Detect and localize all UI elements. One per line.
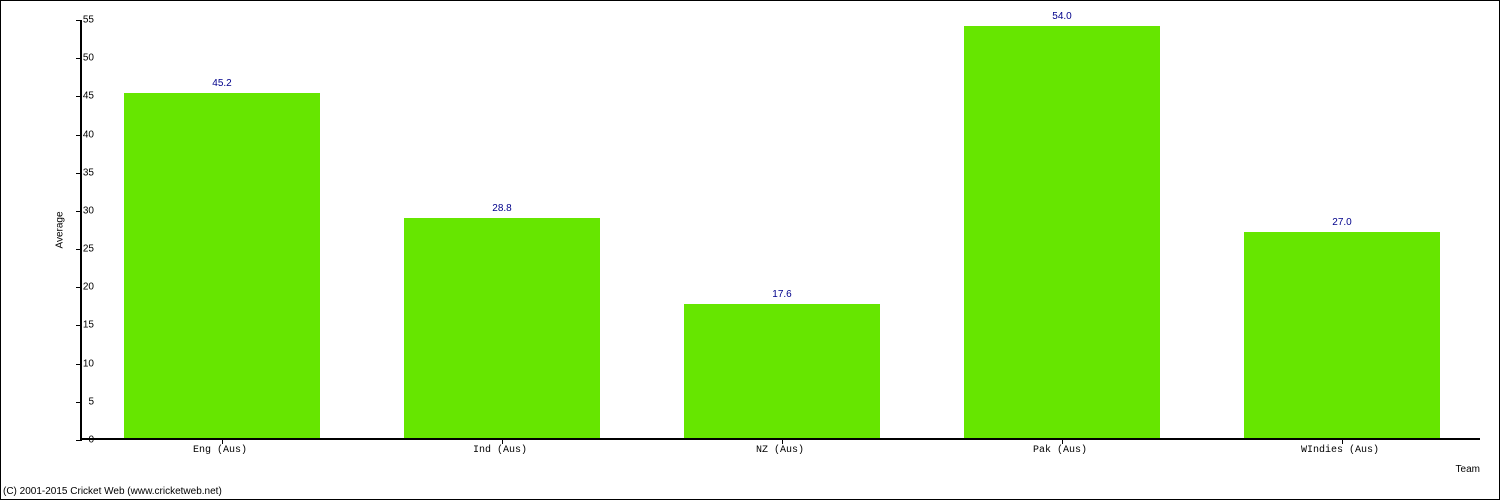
y-tick-label: 30 <box>54 205 94 216</box>
bar: 28.8 <box>404 218 600 438</box>
plot-area: 45.2 28.8 17.6 54.0 27.0 <box>80 20 1480 440</box>
x-tick <box>502 438 503 444</box>
y-tick-label: 0 <box>54 435 94 446</box>
x-tick <box>1062 438 1063 444</box>
x-tick-label: NZ (Aus) <box>756 445 804 456</box>
x-tick-label: Pak (Aus) <box>1033 445 1087 456</box>
y-tick-label: 20 <box>54 282 94 293</box>
bar-value-label: 17.6 <box>684 289 880 300</box>
y-tick-label: 5 <box>54 396 94 407</box>
bar: 45.2 <box>124 93 320 438</box>
x-tick-label: Eng (Aus) <box>193 445 247 456</box>
x-tick <box>1342 438 1343 444</box>
y-tick-label: 25 <box>54 244 94 255</box>
x-tick-label: Ind (Aus) <box>473 445 527 456</box>
y-tick-label: 55 <box>54 15 94 26</box>
bar-value-label: 28.8 <box>404 203 600 214</box>
bar: 54.0 <box>964 26 1160 438</box>
y-tick-label: 10 <box>54 358 94 369</box>
bar-value-label: 27.0 <box>1244 217 1440 228</box>
y-tick-label: 35 <box>54 167 94 178</box>
x-tick-label: WIndies (Aus) <box>1301 445 1379 456</box>
y-tick-label: 50 <box>54 53 94 64</box>
bar-chart: Average 45.228.817.654.027.0 Team 051015… <box>60 20 1480 460</box>
y-tick-label: 40 <box>54 129 94 140</box>
bar: 27.0 <box>1244 232 1440 438</box>
bar: 17.6 <box>684 304 880 438</box>
y-tick-label: 45 <box>54 91 94 102</box>
copyright-text: (C) 2001-2015 Cricket Web (www.cricketwe… <box>3 486 222 497</box>
x-axis-label: Team <box>1456 464 1480 475</box>
x-tick <box>222 438 223 444</box>
y-tick-label: 15 <box>54 320 94 331</box>
bar-value-label: 45.2 <box>124 78 320 89</box>
bar-value-label: 54.0 <box>964 11 1160 22</box>
x-tick <box>782 438 783 444</box>
